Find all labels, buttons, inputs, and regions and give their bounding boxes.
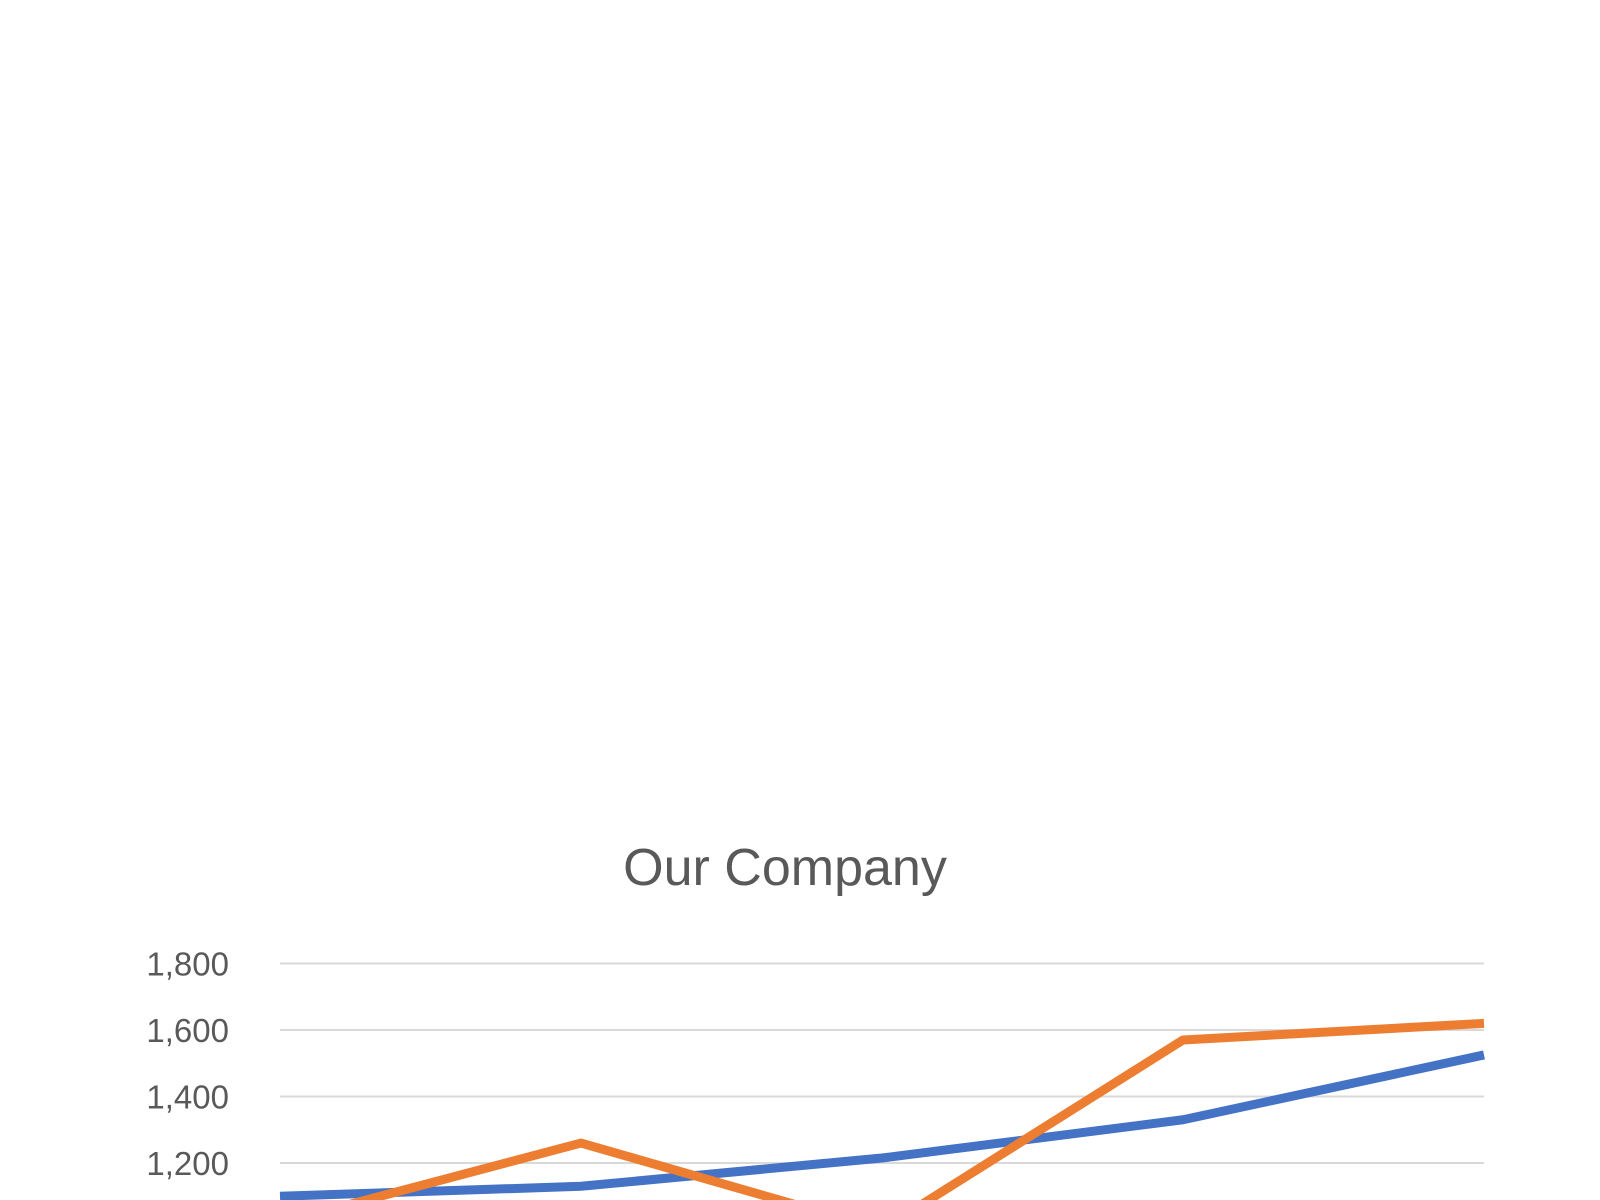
series-line-2 <box>348 1018 1485 1200</box>
y-tick-label: 1,200 <box>146 1145 229 1182</box>
y-tick-label: 1,600 <box>146 1012 229 1049</box>
chart-title: Our Company <box>623 839 947 897</box>
y-tick-label: 1,800 <box>146 946 229 983</box>
y-tick-label: 1,400 <box>146 1079 229 1116</box>
series-line-1 <box>279 1050 1485 1200</box>
